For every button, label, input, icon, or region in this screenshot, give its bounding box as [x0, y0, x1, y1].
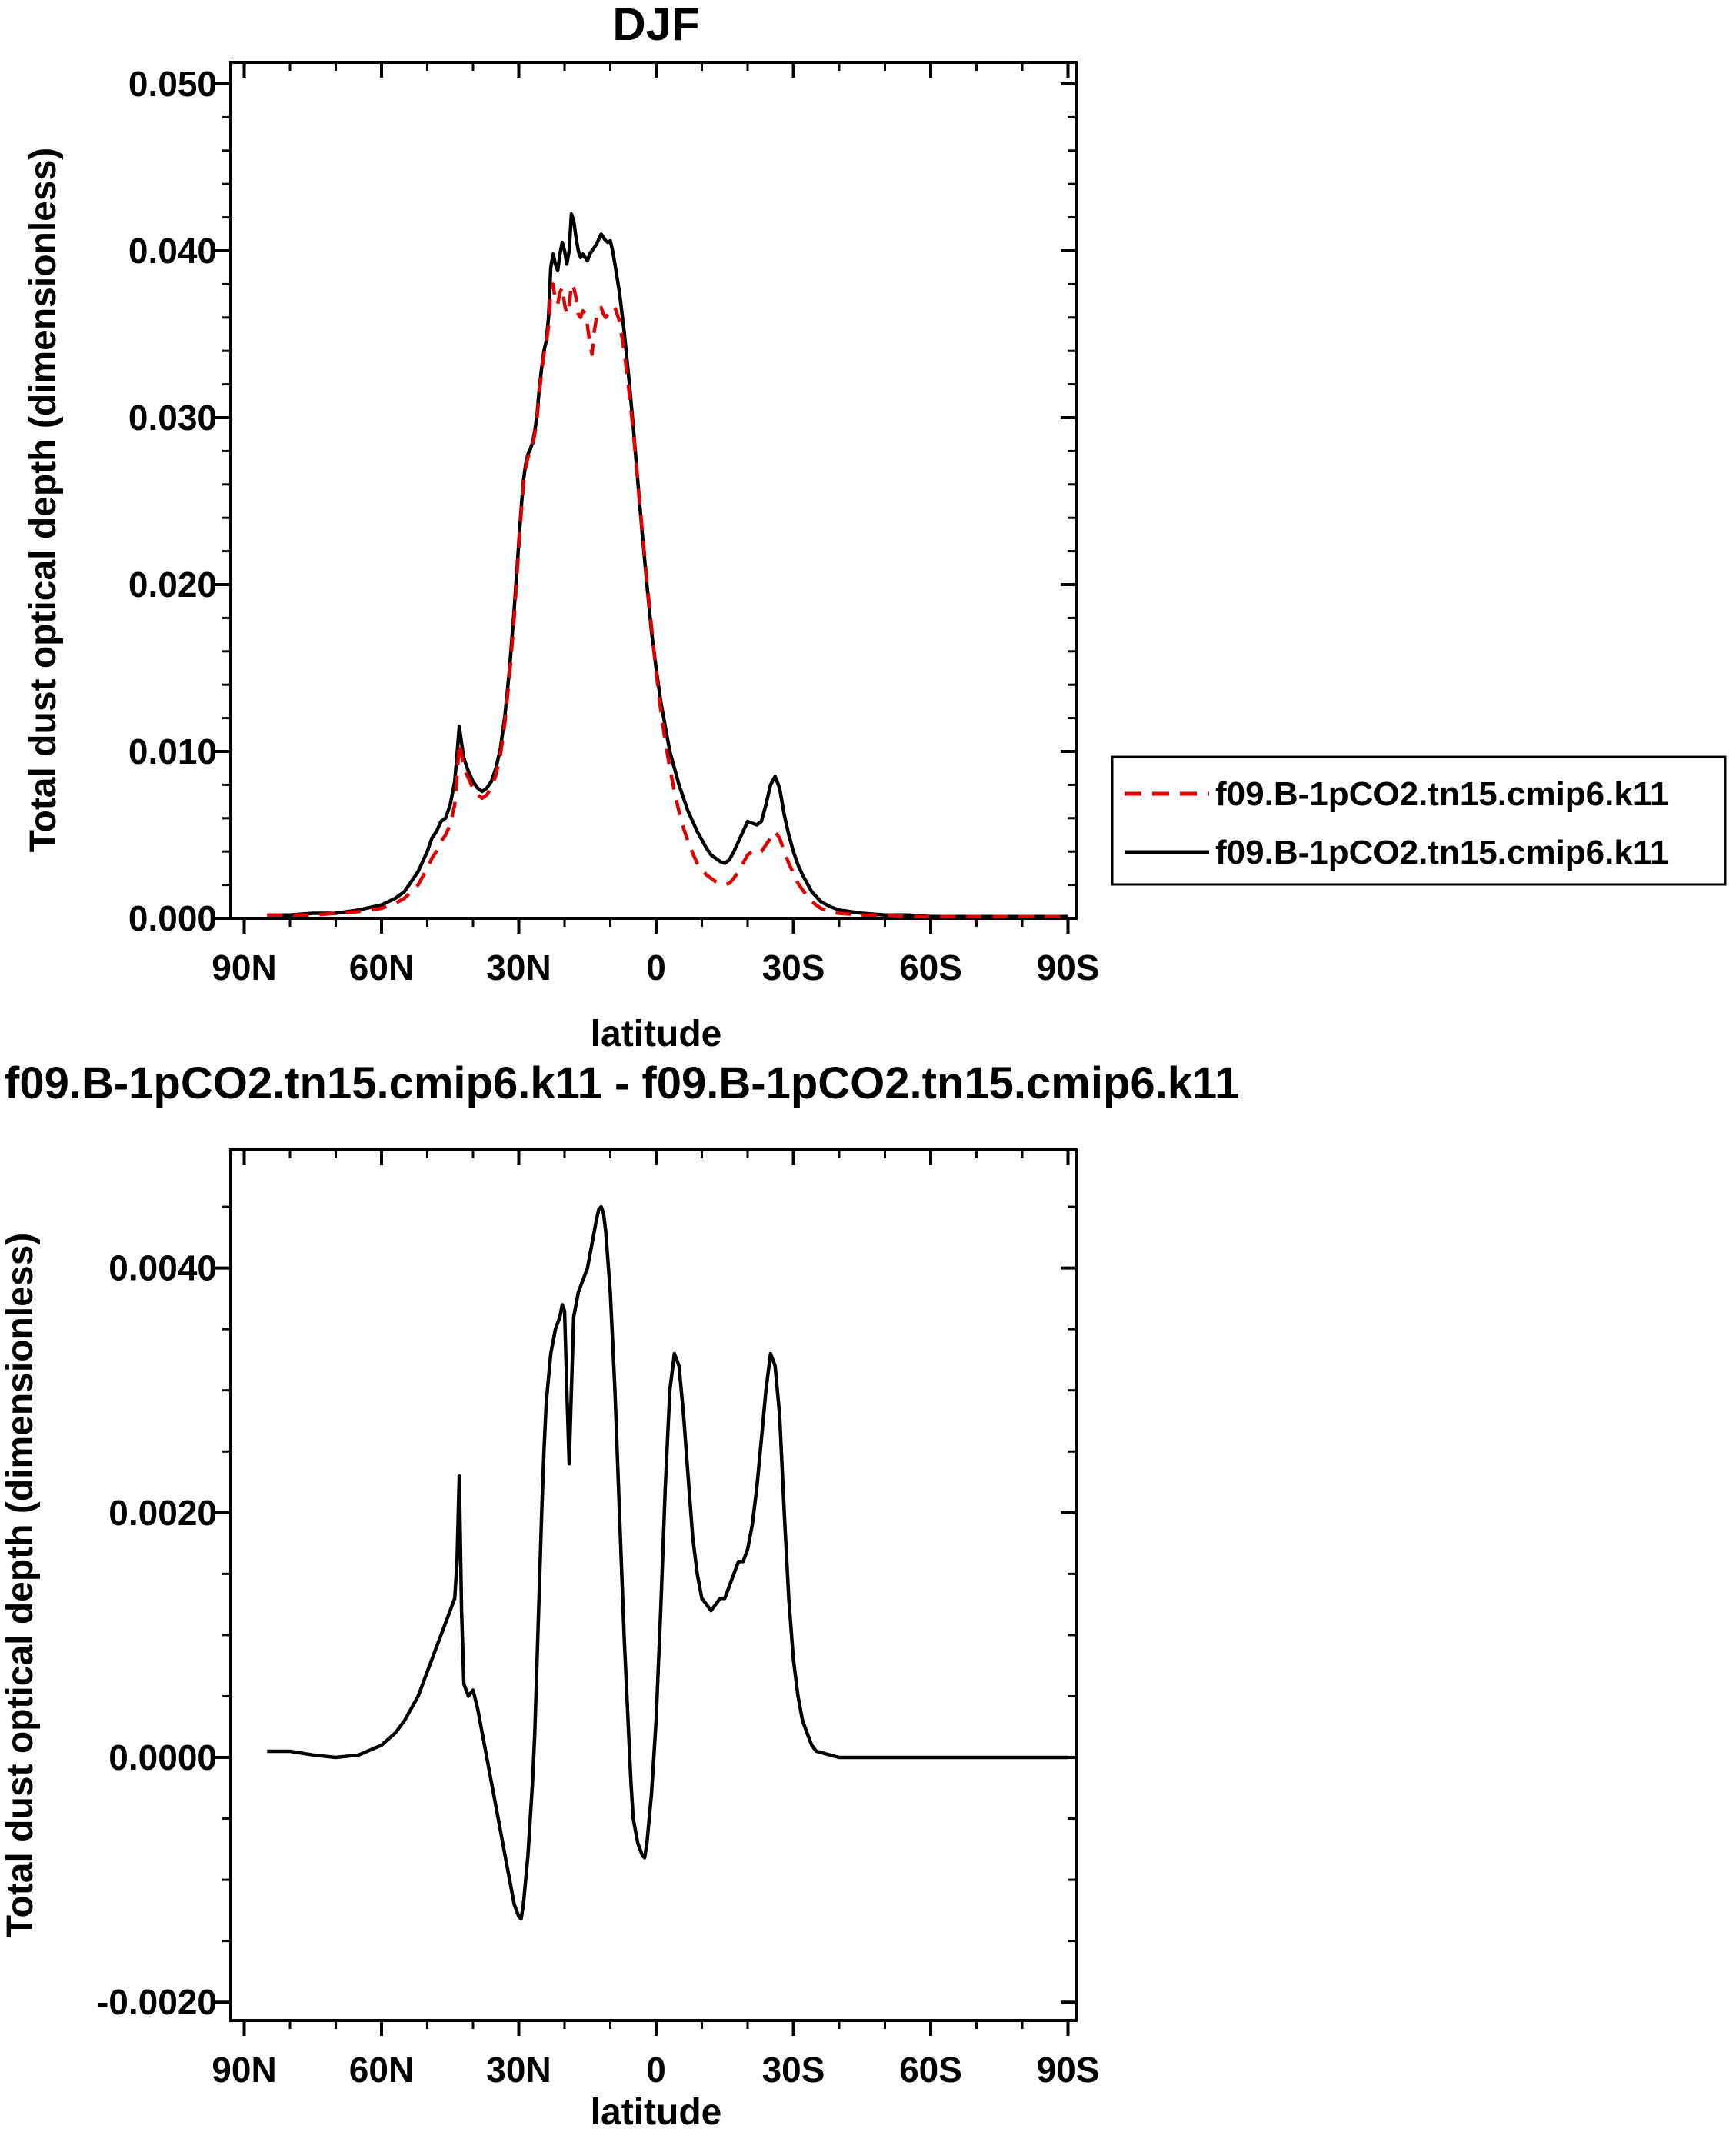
x-tick-label: 60S [899, 2050, 962, 2090]
top-y-axis-title: Total dust optical depth (dimensionless) [23, 148, 64, 853]
x-tick-label: 90S [1037, 948, 1100, 988]
top-x-axis-title: latitude [591, 1014, 722, 1054]
y-tick-label: 0.000 [128, 898, 217, 938]
x-tick-label: 30S [762, 948, 825, 988]
legend-box: f09.B-1pCO2.tn15.cmip6.k11 f09.B-1pCO2.t… [1111, 755, 1727, 886]
legend-border [1111, 755, 1727, 886]
top-panel: DJF Total dust optical depth (dimensionl… [23, 0, 1727, 1054]
x-tick-label: 30S [762, 2050, 825, 2090]
y-tick-label: 0.050 [128, 64, 217, 104]
y-tick-label: 0.0040 [108, 1248, 217, 1288]
top-panel-title: DJF [612, 0, 699, 50]
x-tick-label: 30N [486, 2050, 551, 2090]
plot-frame [229, 61, 1078, 920]
legend-label-black: f09.B-1pCO2.tn15.cmip6.k11 [1215, 834, 1668, 871]
bottom-panel: f09.B-1pCO2.tn15.cmip6.k11 - f09.B-1pCO2… [0, 1058, 1239, 2133]
y-tick-label: 0.0020 [108, 1493, 217, 1533]
legend-label-red: f09.B-1pCO2.tn15.cmip6.k11 [1215, 775, 1668, 813]
y-tick-label: -0.0020 [97, 1982, 217, 2022]
x-tick-label: 90N [212, 2050, 276, 2090]
plot-frame [229, 1148, 1078, 2022]
x-tick-label: 60S [899, 948, 962, 988]
bottom-y-axis-title: Total dust optical depth (dimensionless) [0, 1233, 41, 1938]
series-line-dashed [267, 282, 1068, 919]
bottom-plot-area: 90N 60N 30N 0 30S 60S 90S -0.0020 0.0000 0.0020 0.… [97, 1148, 1100, 2090]
x-tick-label: 0 [646, 2050, 666, 2090]
y-tick-label: 0.040 [128, 231, 217, 271]
x-tick-label: 30N [486, 948, 551, 988]
x-tick-label: 0 [646, 948, 666, 988]
y-tick-label: 0.010 [128, 731, 217, 771]
y-tick-label: 0.0000 [108, 1737, 217, 1777]
y-tick-label: 0.020 [128, 565, 217, 605]
y-tick-label: 0.030 [128, 398, 217, 438]
top-plot-area: 90N 60N 30N 0 30S 60S 90S 0.000 0.010 0.020 0.030 0… [128, 61, 1100, 988]
series-line-solid [267, 212, 1068, 919]
x-tick-label: 60N [349, 2050, 414, 2090]
x-tick-label: 90S [1037, 2050, 1100, 2090]
x-tick-label: 90N [212, 948, 276, 988]
series-line-solid [267, 1204, 1068, 1921]
bottom-panel-title: f09.B-1pCO2.tn15.cmip6.k11 - f09.B-1pCO2… [5, 1058, 1239, 1108]
bottom-x-axis-title: latitude [591, 2092, 722, 2133]
x-tick-label: 60N [349, 948, 414, 988]
